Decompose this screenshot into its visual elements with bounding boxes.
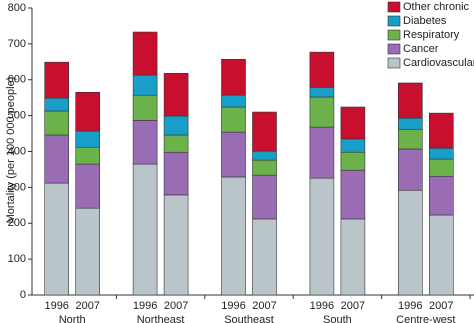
bar-segment: [75, 92, 100, 132]
bar-segment: [132, 74, 158, 96]
legend-label: Cardiovascular: [403, 57, 474, 69]
bar-segment: [428, 175, 454, 216]
bar-segment: [397, 82, 423, 119]
y-tick-label: 300: [8, 181, 26, 193]
bar-segment: [163, 194, 189, 296]
group-label: North: [59, 314, 86, 323]
x-tick-label: 1996: [310, 300, 334, 312]
x-tick-label: 2007: [429, 300, 453, 312]
bar-segment: [428, 214, 454, 296]
legend-label: Cancer: [403, 43, 439, 55]
legend-swatch: [387, 29, 401, 41]
bar-segment: [221, 106, 246, 133]
bar-segment: [132, 163, 158, 296]
y-tick-label: 700: [8, 38, 26, 50]
bar-segment: [221, 176, 246, 296]
legend-label: Diabetes: [403, 15, 447, 27]
bar-segment: [309, 126, 335, 179]
y-tick-label: 500: [8, 110, 26, 122]
legend-swatch: [387, 43, 401, 55]
bar-segment: [340, 169, 366, 220]
bar-segment: [221, 59, 246, 96]
x-tick-label: 2007: [75, 300, 99, 312]
bar-segment: [309, 96, 335, 128]
bar-segment: [75, 207, 100, 296]
bar-segment: [428, 112, 454, 149]
bar-segment: [397, 117, 423, 130]
legend-label: Respiratory: [403, 29, 460, 41]
bar-segment: [309, 86, 335, 98]
bar-segment: [252, 150, 277, 161]
bar-segment: [340, 218, 366, 296]
bar-segment: [309, 51, 335, 88]
group-label: South: [323, 314, 352, 323]
group-label: Centre-west: [396, 314, 455, 323]
bar-segment: [75, 146, 100, 165]
x-tick-label: 1996: [398, 300, 422, 312]
legend-swatch: [387, 1, 401, 13]
bar-segment: [163, 151, 189, 196]
x-tick-label: 2007: [341, 300, 365, 312]
bar-segment: [252, 111, 277, 152]
bar-segment: [75, 130, 100, 148]
bar-segment: [132, 119, 158, 165]
x-tick-label: 1996: [133, 300, 157, 312]
group-label: Southeast: [224, 314, 274, 323]
bar-segment: [397, 128, 423, 150]
bar-segment: [309, 177, 335, 296]
bar-segment: [252, 159, 277, 176]
legend-label: Other chronic: [403, 1, 470, 13]
bar-segment: [340, 151, 366, 171]
bar-segment: [397, 148, 423, 191]
x-tick-label: 1996: [44, 300, 68, 312]
x-tick-label: 2007: [164, 300, 188, 312]
y-tick-label: 400: [8, 145, 26, 157]
bar-segment: [340, 138, 366, 153]
y-tick-label: 100: [8, 253, 26, 265]
bar-segment: [252, 218, 277, 296]
y-tick-label: 800: [8, 2, 26, 14]
bar-segment: [132, 94, 158, 121]
bar-segment: [44, 97, 70, 112]
x-tick-label: 2007: [252, 300, 276, 312]
bar-segment: [428, 147, 454, 160]
bar-segment: [163, 134, 189, 153]
y-tick-label: 600: [8, 74, 26, 86]
y-tick-label: 200: [8, 217, 26, 229]
y-axis-label: Mortality (per 100 000 people): [5, 77, 17, 224]
bar-segment: [44, 182, 70, 296]
bar-segment: [75, 163, 100, 209]
bar-segment: [252, 174, 277, 220]
bar-segment: [163, 72, 189, 117]
legend-swatch: [387, 15, 401, 27]
bar-segment: [397, 189, 423, 296]
bar-segment: [44, 134, 70, 184]
x-tick-label: 1996: [221, 300, 245, 312]
bar-segment: [221, 131, 246, 178]
bar-segment: [428, 158, 454, 177]
bar-segment: [44, 61, 70, 99]
bar-segment: [132, 31, 158, 76]
bar-segment: [163, 115, 189, 136]
y-tick-label: 0: [20, 289, 26, 301]
bar-segment: [44, 110, 70, 136]
legend-swatch: [387, 57, 401, 69]
group-label: Northeast: [137, 314, 185, 323]
bar-segment: [221, 94, 246, 108]
bar-segment: [340, 106, 366, 140]
